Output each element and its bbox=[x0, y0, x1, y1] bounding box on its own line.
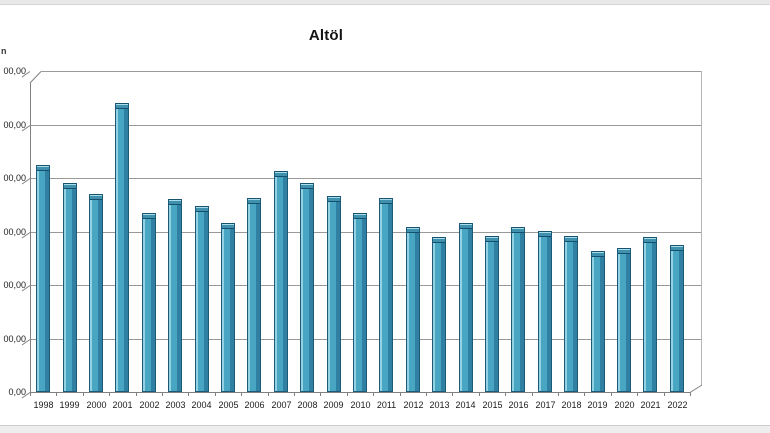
x-axis-tick-label: 2012 bbox=[403, 400, 424, 410]
bar-2008 bbox=[300, 183, 314, 392]
bar-2020 bbox=[617, 248, 631, 392]
x-axis-tick-label: 2017 bbox=[535, 400, 556, 410]
bar-2003 bbox=[168, 199, 182, 392]
x-axis-tick-label: 2022 bbox=[667, 400, 688, 410]
bar-2022 bbox=[670, 245, 684, 392]
bar-2009 bbox=[327, 196, 341, 392]
x-axis-tick-label: 2011 bbox=[376, 400, 397, 410]
x-axis-tick-label: 2006 bbox=[244, 400, 265, 410]
x-axis-tick-label: 2004 bbox=[191, 400, 212, 410]
bar-2013 bbox=[432, 237, 446, 392]
x-axis-tick-label: 2014 bbox=[455, 400, 476, 410]
x-axis-tick-label: 2000 bbox=[86, 400, 107, 410]
x-axis-tick-label: 2020 bbox=[614, 400, 635, 410]
axis-corner-diagonal bbox=[29, 71, 42, 84]
bar-2018 bbox=[564, 236, 578, 392]
bar-1998 bbox=[36, 165, 50, 392]
y-axis-tick-label: 00,00 bbox=[3, 120, 26, 130]
y-axis-tick-label: 00,00 bbox=[3, 227, 26, 237]
bar-2016 bbox=[511, 227, 525, 392]
floor-right-diagonal bbox=[689, 384, 703, 393]
x-axis-tick-label: 1998 bbox=[33, 400, 54, 410]
y-axis-tick-label: 00,00 bbox=[3, 280, 26, 290]
bar-2015 bbox=[485, 236, 499, 392]
x-axis-tick-label: 2001 bbox=[112, 400, 133, 410]
window-bottom-strip bbox=[0, 425, 770, 433]
x-axis-tick-label: 1999 bbox=[59, 400, 80, 410]
bar-2019 bbox=[591, 251, 605, 392]
y-axis-tick-label: 00,00 bbox=[3, 334, 26, 344]
bar-2002 bbox=[142, 213, 156, 392]
bar-2005 bbox=[221, 223, 235, 392]
y-axis-tick-label: 0,00 bbox=[8, 387, 26, 397]
y-axis-tick-label: 00,00 bbox=[3, 173, 26, 183]
bar-2021 bbox=[643, 237, 657, 392]
x-axis-tick-label: 2013 bbox=[429, 400, 450, 410]
bar-2010 bbox=[353, 213, 367, 392]
x-axis-tick-label: 2010 bbox=[350, 400, 371, 410]
bar-2000 bbox=[89, 194, 103, 392]
x-axis-tick-label: 2005 bbox=[218, 400, 239, 410]
bar-2017 bbox=[538, 231, 552, 392]
x-axis-tick-label: 2008 bbox=[297, 400, 318, 410]
chart-title: Altöl bbox=[308, 27, 344, 44]
x-axis-tick-label: 2019 bbox=[587, 400, 608, 410]
x-axis-tick-label: 2002 bbox=[139, 400, 160, 410]
x-axis-tick-label: 2021 bbox=[640, 400, 661, 410]
x-axis-tick-label: 2016 bbox=[508, 400, 529, 410]
y-axis-tick-label: 00,00 bbox=[3, 66, 26, 76]
x-axis-tick-label: 2003 bbox=[165, 400, 186, 410]
x-axis-tick-label: 2015 bbox=[482, 400, 503, 410]
bar-2007 bbox=[274, 171, 288, 392]
bar-2012 bbox=[406, 227, 420, 392]
bar-2014 bbox=[459, 223, 473, 392]
bar-2011 bbox=[379, 198, 393, 392]
bar-2006 bbox=[247, 198, 261, 392]
x-axis-tick-label: 2009 bbox=[323, 400, 344, 410]
bar-2001 bbox=[115, 103, 129, 392]
y-axis-unit-label: n bbox=[1, 46, 7, 56]
x-axis-tick-label: 2018 bbox=[561, 400, 582, 410]
bar-2004 bbox=[195, 206, 209, 392]
bar-1999 bbox=[63, 183, 77, 392]
x-axis-tick-label: 2007 bbox=[271, 400, 292, 410]
window-top-strip bbox=[0, 0, 770, 5]
